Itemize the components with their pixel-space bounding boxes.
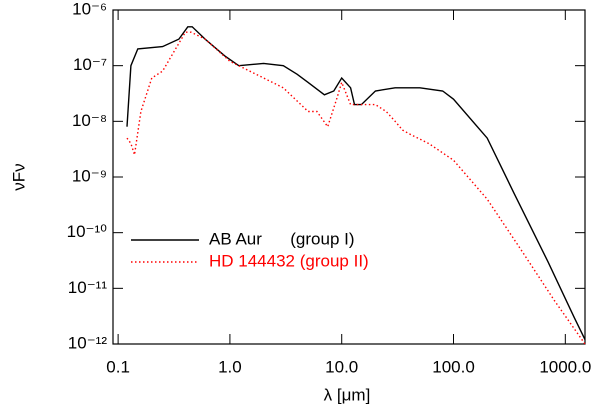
x-axis-label: λ [μm] — [324, 385, 371, 404]
x-tick-label: 100.0 — [432, 357, 475, 376]
x-tick-label: 10.0 — [325, 357, 358, 376]
y-tick-label: 10⁻¹¹ — [68, 278, 108, 297]
y-tick-label: 10⁻⁷ — [73, 55, 107, 74]
legend-label: AB Aur (group I) — [209, 229, 355, 248]
plot-frame — [112, 9, 586, 345]
y-tick-label: 10⁻⁸ — [72, 111, 107, 130]
y-tick-label: 10⁻¹² — [68, 333, 108, 352]
y-axis-label: νFν — [9, 163, 28, 190]
y-tick-label: 10⁻⁹ — [72, 166, 107, 185]
legend-label: HD 144432 (group II) — [209, 251, 369, 270]
series-line — [126, 26, 586, 340]
series-line — [126, 31, 586, 345]
x-tick-label: 1.0 — [218, 357, 242, 376]
x-tick-label: 0.1 — [106, 357, 130, 376]
y-tick-label: 10⁻⁶ — [72, 0, 107, 18]
x-tick-label: 1000.0 — [539, 357, 591, 376]
y-tick-label: 10⁻¹⁰ — [67, 222, 108, 241]
